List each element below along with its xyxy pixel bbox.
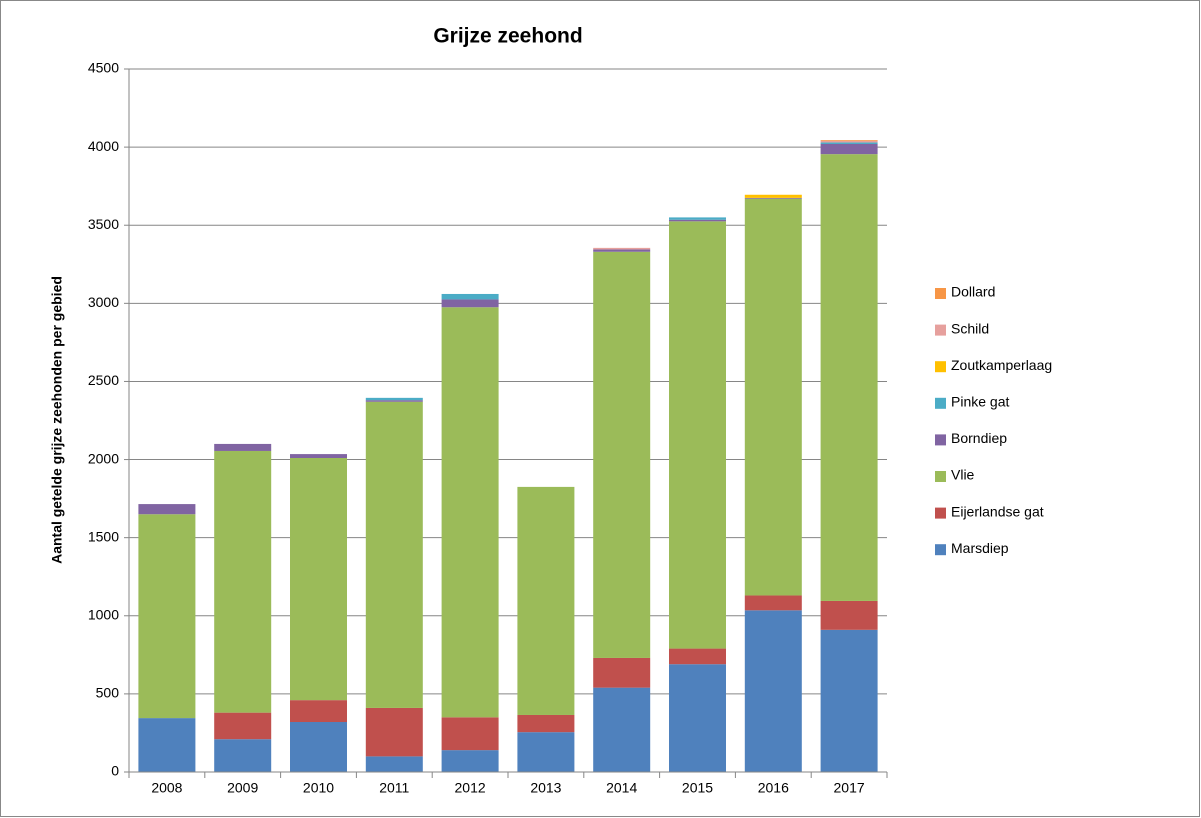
- bar-segment: [744, 198, 802, 596]
- bar-segment: [593, 687, 651, 772]
- legend-swatch: [935, 434, 946, 446]
- bar-segment: [820, 140, 878, 143]
- bar-segment: [441, 307, 499, 718]
- y-tick-label: 3500: [88, 216, 119, 232]
- legend-label: Zoutkamperlaag: [951, 357, 1052, 373]
- x-tick-label: 2008: [151, 780, 182, 796]
- bar-segment: [593, 251, 651, 658]
- bar-segment: [669, 219, 726, 222]
- bar-segment: [365, 401, 423, 708]
- bar-segment: [517, 486, 575, 715]
- legend-swatch: [935, 397, 946, 409]
- bar-segment: [593, 657, 651, 688]
- bar-segment: [593, 249, 651, 252]
- bar-segment: [365, 756, 423, 772]
- x-tick-label: 2009: [227, 780, 258, 796]
- legend-label: Eijerlandse gat: [951, 503, 1044, 519]
- bar-segment: [517, 732, 575, 772]
- bar-segment: [441, 299, 499, 308]
- bar-segment: [744, 610, 802, 772]
- x-tick-label: 2015: [682, 780, 713, 796]
- legend-swatch: [935, 507, 946, 519]
- legend-swatch: [935, 544, 946, 556]
- bar-segment: [820, 600, 878, 630]
- bar-segment: [669, 664, 726, 772]
- bar-segment: [820, 140, 878, 141]
- legend-label: Vlie: [951, 467, 975, 483]
- y-tick-label: 0: [111, 763, 119, 779]
- x-tick-label: 2011: [379, 780, 409, 796]
- legend-swatch: [935, 361, 946, 373]
- y-tick-label: 3000: [88, 294, 119, 310]
- bar-segment: [214, 712, 272, 740]
- x-tick-label: 2016: [758, 780, 789, 796]
- y-axis-label: Aantal getelde grijze zeehonden per gebi…: [49, 276, 65, 564]
- bar-segment: [290, 454, 347, 458]
- y-tick-label: 4500: [88, 60, 119, 76]
- x-tick-label: 2010: [303, 780, 334, 796]
- bar-segment: [441, 293, 499, 300]
- y-tick-label: 500: [96, 685, 120, 701]
- legend-label: Marsdiep: [951, 540, 1009, 556]
- bar-segment: [365, 400, 423, 402]
- bar-segment: [820, 154, 878, 601]
- bar-segment: [365, 707, 423, 757]
- bar-segment: [744, 595, 802, 611]
- bar-segment: [138, 504, 196, 515]
- bar-segment: [820, 143, 878, 155]
- bar-segment: [214, 739, 272, 772]
- legend-label: Dollard: [951, 284, 995, 300]
- legend-label: Borndiep: [951, 430, 1007, 446]
- x-tick-label: 2014: [606, 780, 637, 796]
- bar-segment: [744, 197, 802, 199]
- bar-segment: [517, 714, 575, 733]
- x-tick-label: 2017: [834, 780, 865, 796]
- bar-segment: [138, 514, 196, 719]
- y-tick-label: 2000: [88, 450, 119, 466]
- bar-segment: [669, 648, 726, 665]
- legend-label: Pinke gat: [951, 394, 1009, 410]
- bar-segment: [290, 457, 347, 701]
- bar-segment: [290, 722, 347, 772]
- y-tick-label: 4000: [88, 138, 119, 154]
- bar-segment: [820, 142, 878, 144]
- bar-segment: [441, 717, 499, 751]
- legend-swatch: [935, 324, 946, 336]
- x-tick-label: 2013: [530, 780, 561, 796]
- bar-segment: [365, 397, 423, 401]
- y-tick-label: 1500: [88, 528, 119, 544]
- bar-segment: [669, 217, 726, 220]
- legend-swatch: [935, 288, 946, 299]
- legend-swatch: [935, 471, 946, 482]
- bar-segment: [214, 443, 272, 451]
- bar-segment: [214, 450, 272, 713]
- bar-segment: [744, 194, 802, 198]
- y-tick-label: 2500: [88, 372, 119, 388]
- bar-segment: [138, 718, 196, 772]
- bar-segment: [290, 700, 347, 723]
- bar-segment: [441, 750, 499, 772]
- bar-segment: [593, 247, 651, 250]
- chart-title: Grijze zeehond: [433, 25, 582, 48]
- y-tick-label: 1000: [88, 606, 119, 622]
- bar-segment: [669, 221, 726, 649]
- x-tick-label: 2012: [455, 780, 486, 796]
- bar-segment: [820, 629, 878, 772]
- legend-label: Schild: [951, 320, 989, 336]
